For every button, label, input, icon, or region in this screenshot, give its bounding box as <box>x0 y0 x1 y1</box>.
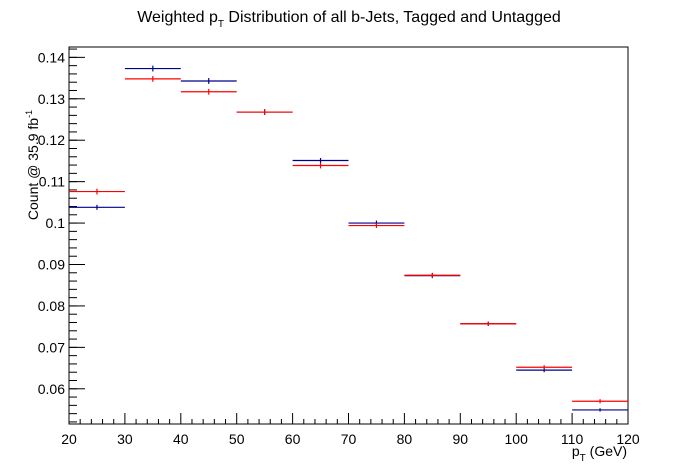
y-tick-label: 0.07 <box>38 339 65 355</box>
y-tick-label: 0.14 <box>38 49 65 65</box>
x-tick-label: 100 <box>505 431 529 447</box>
x-tick-label: 120 <box>616 431 640 447</box>
x-tick-label: 40 <box>173 431 189 447</box>
x-tick-label: 90 <box>453 431 469 447</box>
y-tick-label: 0.09 <box>38 257 65 273</box>
x-tick-label: 60 <box>285 431 301 447</box>
y-tick-label: 0.1 <box>46 215 66 231</box>
series-1 <box>69 65 628 412</box>
y-axis-label: Count @ 35.9 fb-1 <box>24 110 41 220</box>
y-tick-label: 0.06 <box>38 381 65 397</box>
x-tick-label: 20 <box>61 431 77 447</box>
x-tick-label: 30 <box>117 431 133 447</box>
y-axis: 0.06 0.07 0.08 0.09 0.1 0.11 0.12 0.13 0.14 <box>38 48 85 423</box>
series-layer <box>69 65 628 412</box>
y-tick-label: 0.08 <box>38 298 65 314</box>
y-tick-label: 0.11 <box>39 174 65 190</box>
x-axis: 20 30 40 50 60 70 80 90 100 110 120 <box>61 413 640 447</box>
x-tick-label: 70 <box>341 431 357 447</box>
x-tick-label: 80 <box>397 431 413 447</box>
x-axis-label: pT (GeV) <box>572 443 627 464</box>
y-tick-label: 0.12 <box>38 132 65 148</box>
x-tick-label: 110 <box>561 431 584 447</box>
chart-title: Weighted pT Distribution of all b-Jets, … <box>137 9 561 30</box>
x-tick-label: 50 <box>229 431 245 447</box>
series-2 <box>69 76 628 404</box>
y-tick-label: 0.13 <box>38 91 65 107</box>
